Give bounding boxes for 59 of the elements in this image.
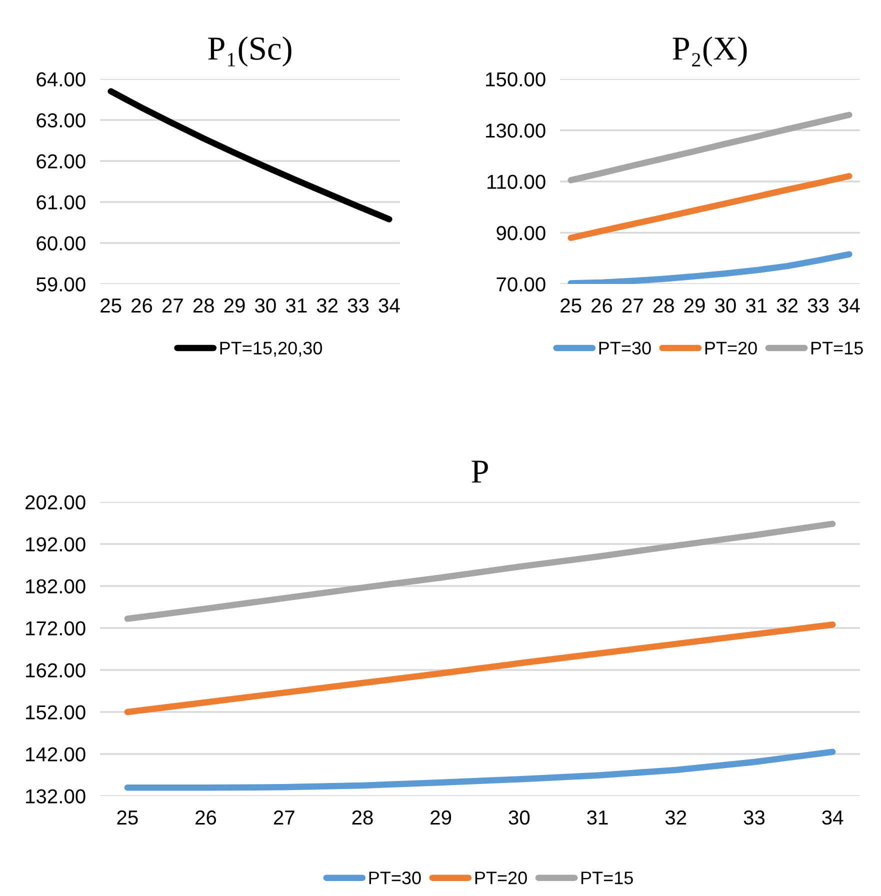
chart-title: P bbox=[472, 460, 488, 483]
x-tick-label: 32 bbox=[776, 298, 798, 313]
y-tick-label: 63.00 bbox=[36, 113, 86, 128]
x-tick-label: 27 bbox=[274, 810, 294, 824]
legend-label: PT=30 bbox=[599, 342, 651, 355]
legend-label: PT=15,20,30 bbox=[220, 342, 322, 357]
x-tick-label: 32 bbox=[316, 298, 338, 313]
legend-label: PT=20 bbox=[475, 872, 527, 884]
x-tick-label: 30 bbox=[255, 298, 276, 313]
y-tick-label: 142.00 bbox=[26, 747, 86, 762]
y-tick-label: 150.00 bbox=[486, 72, 546, 86]
x-tick-label: 28 bbox=[352, 810, 373, 825]
chart-title: P₁(Sc) bbox=[208, 36, 292, 67]
x-tick-label: 30 bbox=[508, 810, 530, 825]
y-tick-label: 162.00 bbox=[26, 663, 86, 678]
y-tick-label: 110.00 bbox=[488, 174, 546, 189]
x-tick-label: 26 bbox=[196, 810, 216, 825]
x-tick-label: 27 bbox=[622, 298, 643, 312]
x-tick-label: 32 bbox=[665, 810, 686, 825]
x-tick-label: 31 bbox=[746, 298, 767, 313]
x-tick-label: 26 bbox=[592, 298, 612, 313]
y-tick-label: 60.00 bbox=[36, 236, 86, 250]
chart-title: P₂(X) bbox=[672, 36, 747, 67]
x-tick-label: 28 bbox=[193, 298, 214, 313]
y-tick-label: 202.00 bbox=[26, 495, 86, 510]
legend-label: PT=15 bbox=[581, 872, 633, 884]
y-tick-label: 182.00 bbox=[26, 579, 86, 594]
x-tick-label: 33 bbox=[744, 810, 765, 825]
y-tick-label: 152.00 bbox=[26, 705, 86, 720]
x-tick-label: 34 bbox=[838, 298, 860, 313]
x-tick-label: 31 bbox=[286, 298, 307, 313]
x-tick-label: 34 bbox=[822, 810, 844, 825]
x-tick-label: 28 bbox=[653, 298, 674, 313]
x-tick-label: 27 bbox=[162, 298, 183, 312]
legend-label: PT=30 bbox=[369, 872, 421, 884]
y-tick-label: 172.00 bbox=[26, 621, 86, 636]
x-tick-label: 33 bbox=[348, 298, 369, 313]
x-tick-label: 29 bbox=[224, 298, 245, 313]
legend-label: PT=20 bbox=[705, 342, 757, 355]
x-tick-label: 29 bbox=[430, 810, 452, 825]
x-tick-label: 34 bbox=[378, 298, 400, 313]
x-tick-label: 30 bbox=[715, 298, 736, 313]
x-tick-label: 31 bbox=[587, 810, 608, 825]
x-tick-label: 25 bbox=[560, 298, 582, 313]
x-tick-label: 29 bbox=[684, 298, 705, 313]
x-tick-label: 33 bbox=[808, 298, 829, 313]
y-tick-label: 62.00 bbox=[36, 154, 86, 168]
legend-label: PT=15 bbox=[811, 342, 863, 355]
x-tick-label: 25 bbox=[117, 810, 138, 825]
x-tick-label: 25 bbox=[100, 298, 122, 313]
y-tick-label: 130.00 bbox=[486, 123, 546, 138]
y-tick-label: 61.00 bbox=[36, 195, 86, 210]
y-tick-label: 132.00 bbox=[26, 789, 86, 804]
y-tick-label: 64.00 bbox=[36, 72, 86, 86]
x-tick-label: 26 bbox=[132, 298, 152, 313]
y-tick-label: 192.00 bbox=[26, 537, 86, 552]
y-tick-label: 70.00 bbox=[496, 277, 546, 292]
y-tick-label: 59.00 bbox=[36, 277, 86, 292]
y-tick-label: 90.00 bbox=[496, 226, 546, 240]
